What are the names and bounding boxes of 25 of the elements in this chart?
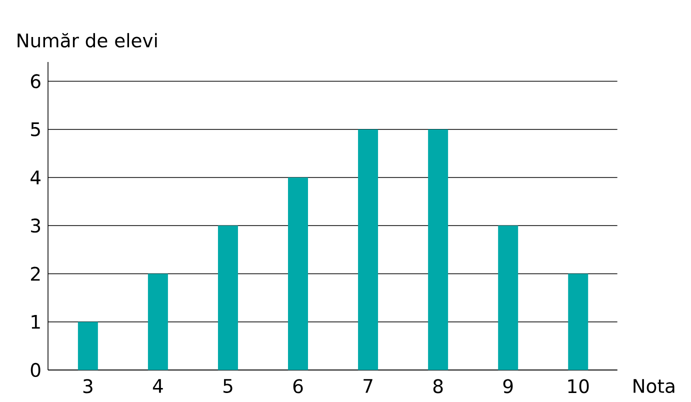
bar [148,274,168,370]
x-tick-label: 5 [223,379,232,394]
bar [218,226,238,370]
y-tick-label: 6 [30,74,40,88]
bar [428,129,448,370]
y-tick-label: 1 [32,315,40,329]
y-tick-label: 5 [31,122,40,136]
x-axis-title: Nota [634,379,674,394]
x-tick-label: 3 [83,379,92,394]
bar [568,274,588,370]
x-tick-label: 6 [293,379,303,394]
bar [288,177,308,370]
x-tick-label: 9 [503,379,513,394]
y-axis-title: Număr de elevi [18,32,157,48]
y-tick-label: 2 [31,266,40,281]
bar [498,226,518,370]
x-tick-label: 4 [152,379,163,393]
y-tick-label: 3 [31,218,40,233]
y-tick-label: 0 [30,362,40,378]
bar [358,129,378,370]
x-tick-label: 10 [568,379,589,394]
x-tick-label: 7 [364,379,372,393]
y-tick-label: 4 [30,170,40,184]
bar [78,322,98,370]
x-tick-label: 8 [433,379,443,394]
